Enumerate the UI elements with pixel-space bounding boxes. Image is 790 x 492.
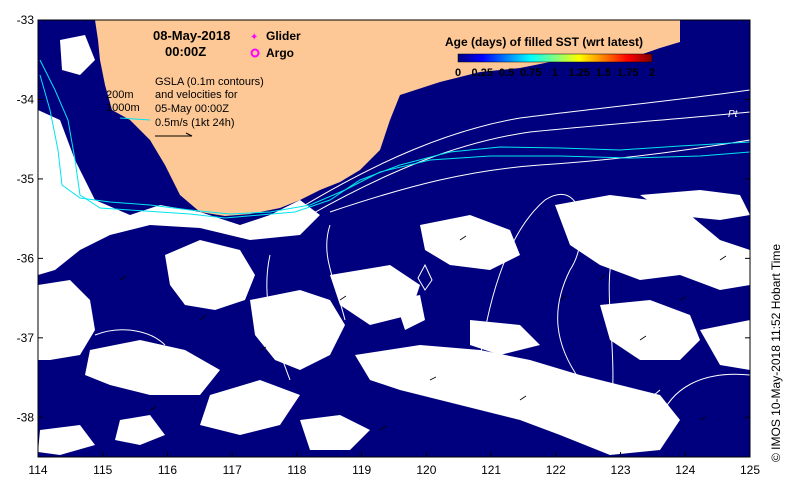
lon-tick-label: 122 xyxy=(546,463,566,477)
plot-area xyxy=(38,20,750,457)
colorbar-tick-label: 0.5 xyxy=(499,67,514,79)
lon-tick-label: 121 xyxy=(481,463,501,477)
colorbar-gradient xyxy=(457,53,653,63)
bathymetry-label-1000m: 1000m xyxy=(106,102,140,114)
lat-tick-label: -33 xyxy=(17,13,35,27)
gsla-line-1: GSLA (0.1m contours) xyxy=(155,76,264,88)
lat-tick-label: -38 xyxy=(17,410,35,424)
lon-tick-label: 117 xyxy=(223,463,242,477)
colorbar-tick-label: 1.25 xyxy=(569,67,590,79)
lat-tick-label: -36 xyxy=(17,251,35,265)
colorbar-tick-label: 1.75 xyxy=(617,67,638,79)
gsla-contours xyxy=(94,89,750,421)
colorbar-tick-label: 0.75 xyxy=(520,67,541,79)
lon-tick-label: 118 xyxy=(287,463,306,477)
colorbar-tick-label: 2 xyxy=(649,67,655,79)
argo-marker-icon xyxy=(250,48,260,58)
lon-tick-label: 115 xyxy=(93,463,112,477)
argo-label: Argo xyxy=(266,46,294,60)
colorbar-tick-label: 0.25 xyxy=(472,67,493,79)
land-australia xyxy=(95,20,680,216)
colorbar-ticks: 0 0.25 0.5 0.75 1 1.25 1.5 1.75 2 xyxy=(455,67,655,79)
colorbar-tick-label: 1.5 xyxy=(596,67,611,79)
colorbar-title: Age (days) of filled SST (wrt latest) xyxy=(445,35,643,49)
lon-tick-label: 123 xyxy=(611,463,631,477)
credit-text: © IMOS 10-May-2018 11:52 Hobart Time xyxy=(769,244,783,462)
lat-tick-label: -34 xyxy=(17,92,35,106)
colorbar-tick-label: 1 xyxy=(552,67,558,79)
lon-tick-label: 116 xyxy=(158,463,177,477)
glider-label: Glider xyxy=(266,29,301,43)
colorbar-tick-label: 0 xyxy=(455,67,461,79)
plot-frame xyxy=(37,19,751,458)
lon-tick-label: 119 xyxy=(352,463,371,477)
gsla-line-2: and velocities for xyxy=(155,89,238,101)
gsla-line-3: 05-May 00:00Z xyxy=(155,103,229,115)
longitude-axis: 114 115 116 117 118 119 120 121 122 123 124 125 xyxy=(28,452,760,477)
no-data-regions xyxy=(38,35,750,455)
bathymetry-contours xyxy=(39,59,750,219)
lon-tick-label: 120 xyxy=(416,463,436,477)
place-label: Pt xyxy=(728,109,739,120)
map-date: 08-May-2018 xyxy=(153,28,230,43)
bathymetry-label-200m: 200m xyxy=(106,89,134,101)
lon-tick-label: 125 xyxy=(740,463,760,477)
lat-tick-label: -35 xyxy=(17,172,35,186)
latitude-axis: -33 -34 -35 -36 -37 -38 xyxy=(17,13,750,424)
velocity-scale-arrow xyxy=(155,132,193,137)
glider-marker-icon: ✦ xyxy=(250,32,258,43)
map-time: 00:00Z xyxy=(165,44,206,59)
velocity-vectors xyxy=(119,235,727,431)
colorbar xyxy=(457,53,653,63)
gsla-line-4: 0.5m/s (1kt 24h) xyxy=(155,117,234,129)
lat-tick-label: -37 xyxy=(17,331,35,345)
lon-tick-label: 124 xyxy=(675,463,695,477)
lon-tick-label: 114 xyxy=(28,463,47,477)
